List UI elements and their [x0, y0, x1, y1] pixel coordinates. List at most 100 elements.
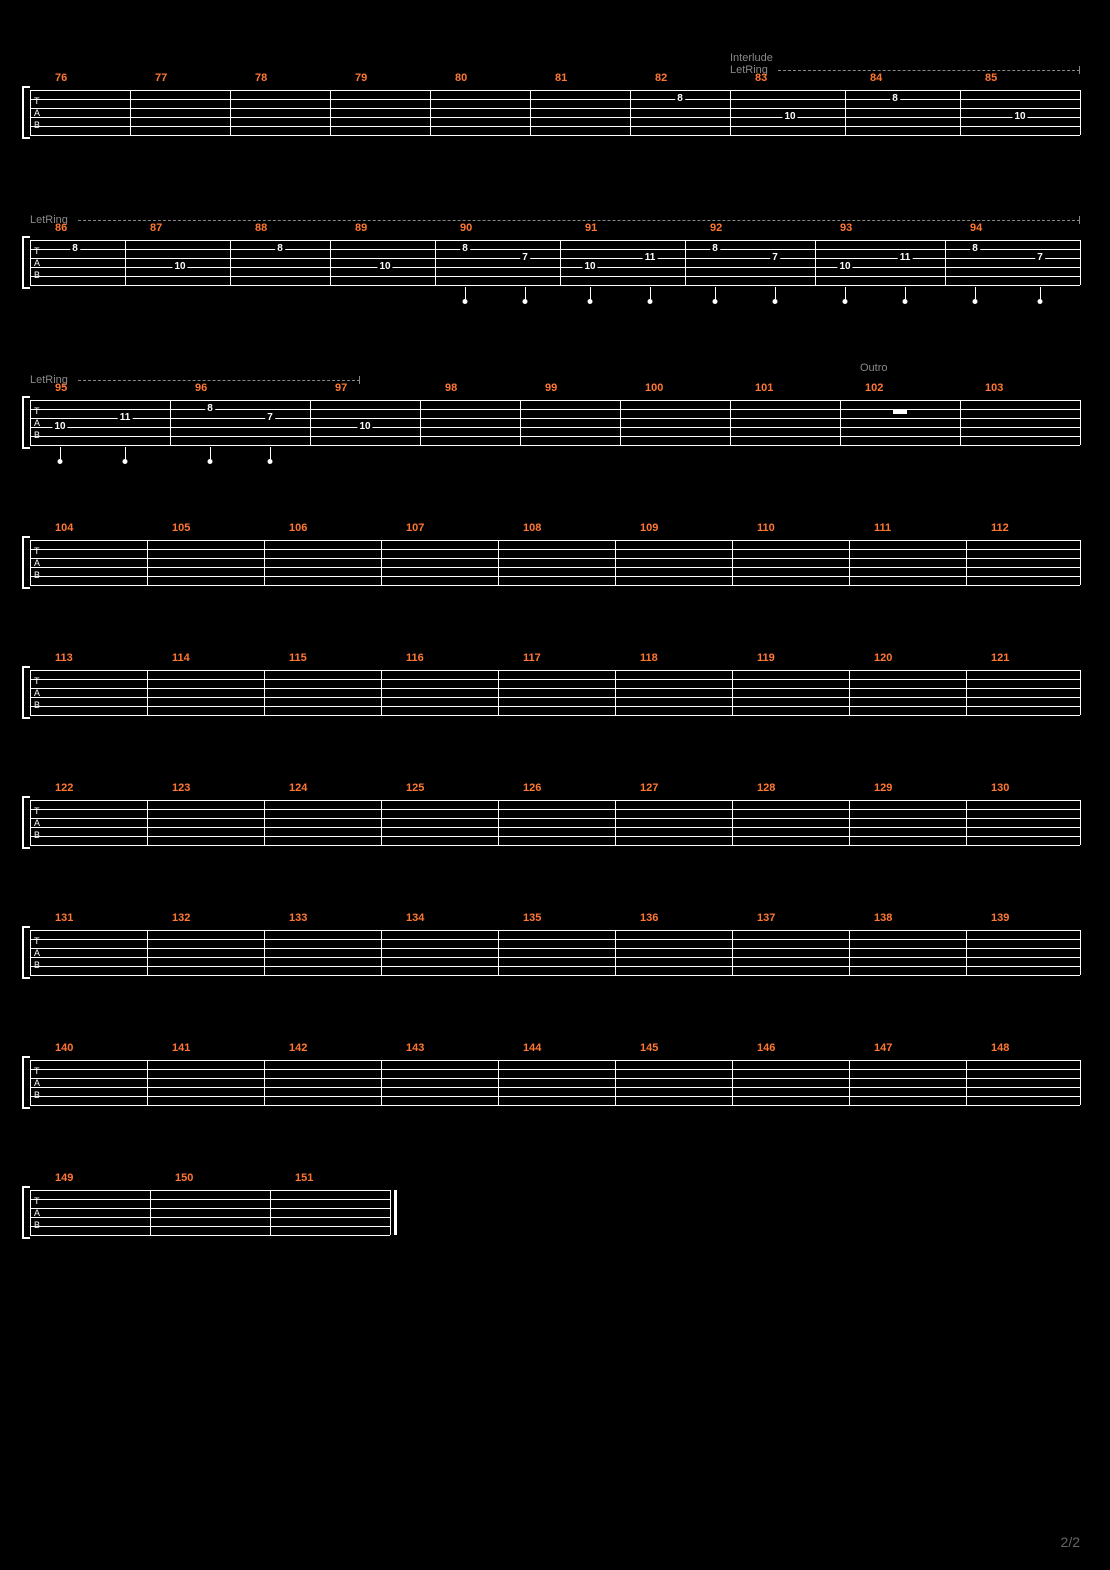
tab-string-line: [30, 400, 1080, 401]
tab-string-line: [30, 697, 1080, 698]
barline: [430, 90, 431, 135]
tab-string-line: [30, 939, 1080, 940]
tab-string-line: [30, 135, 1080, 136]
tab-string-line: [30, 276, 1080, 277]
measure-number: 130: [991, 782, 1009, 794]
tab-clef-letter: T: [34, 406, 40, 416]
measure-number: 132: [172, 912, 190, 924]
measure-number: 149: [55, 1172, 73, 1184]
barline: [845, 90, 846, 135]
measure-number: 105: [172, 522, 190, 534]
tab-clef-letter: A: [34, 688, 40, 698]
tab-clef-letter: B: [34, 430, 40, 440]
beat-marker: [588, 299, 593, 304]
measure-number: 116: [406, 652, 424, 664]
tab-string-line: [30, 549, 1080, 550]
tab-system: TAB104105106107108109110111112: [30, 540, 1080, 585]
fret-number: 8: [710, 243, 720, 254]
barline: [30, 1060, 31, 1105]
letring-end-tick: [359, 376, 360, 384]
barline: [30, 670, 31, 715]
barline: [615, 540, 616, 585]
barline: [685, 240, 686, 285]
measure-number: 76: [55, 72, 67, 84]
tab-string-line: [30, 126, 1080, 127]
measure-number: 97: [335, 382, 347, 394]
tab-clef-letter: T: [34, 246, 40, 256]
fret-number: 11: [898, 252, 913, 263]
measure-number: 145: [640, 1042, 658, 1054]
measure-number: 91: [585, 222, 597, 234]
barline: [615, 1060, 616, 1105]
barline: [264, 1060, 265, 1105]
tab-clef-letter: B: [34, 960, 40, 970]
barline: [264, 670, 265, 715]
system-start-bracket: [22, 1056, 30, 1109]
beat-marker: [843, 299, 848, 304]
barline: [966, 670, 967, 715]
beat-marker: [648, 299, 653, 304]
measure-number: 85: [985, 72, 997, 84]
measure-number: 139: [991, 912, 1009, 924]
measure-number: 126: [523, 782, 541, 794]
measure-number: 146: [757, 1042, 775, 1054]
measure-number: 144: [523, 1042, 541, 1054]
letring-end-tick: [1079, 216, 1080, 224]
fret-number: 8: [970, 243, 980, 254]
barline: [730, 90, 731, 135]
beat-marker: [773, 299, 778, 304]
tab-string-line: [30, 1105, 1080, 1106]
tab-string-line: [30, 99, 1080, 100]
barline: [270, 1190, 271, 1235]
measure-number: 140: [55, 1042, 73, 1054]
tab-clef-letter: B: [34, 270, 40, 280]
measure-number: 88: [255, 222, 267, 234]
fret-number: 11: [643, 252, 658, 263]
tab-clef-letter: A: [34, 1078, 40, 1088]
fret-number: 8: [890, 93, 900, 104]
barline: [730, 400, 731, 445]
barline: [381, 800, 382, 845]
measure-number: 92: [710, 222, 722, 234]
letring-dash-line: [778, 70, 1080, 71]
barline: [381, 930, 382, 975]
measure-number: 104: [55, 522, 73, 534]
measure-number: 90: [460, 222, 472, 234]
measure-number: 113: [55, 652, 73, 664]
barline: [147, 1060, 148, 1105]
barline: [849, 1060, 850, 1105]
measure-number: 94: [970, 222, 982, 234]
barline: [966, 800, 967, 845]
tab-string-line: [30, 818, 1080, 819]
tab-string-line: [30, 845, 1080, 846]
beat-stem: [650, 287, 651, 299]
system-start-bracket: [22, 236, 30, 289]
measure-number: 123: [172, 782, 190, 794]
tab-string-line: [30, 1208, 390, 1209]
barline: [230, 240, 231, 285]
beat-marker: [268, 459, 273, 464]
measure-number: 103: [985, 382, 1003, 394]
tab-system: TAB122123124125126127128129130: [30, 800, 1080, 845]
tab-clef-letter: A: [34, 818, 40, 828]
measure-number: 122: [55, 782, 73, 794]
tab-string-line: [30, 800, 1080, 801]
tab-clef-letter: B: [34, 830, 40, 840]
tab-clef-letter: B: [34, 570, 40, 580]
measure-number: 129: [874, 782, 892, 794]
beat-stem: [905, 287, 906, 299]
measure-number: 89: [355, 222, 367, 234]
measure-number: 99: [545, 382, 557, 394]
beat-stem: [1040, 287, 1041, 299]
tab-string-line: [30, 285, 1080, 286]
barline: [1080, 670, 1081, 715]
measure-number: 95: [55, 382, 67, 394]
tab-clef-letter: T: [34, 546, 40, 556]
tab-clef-letter: B: [34, 120, 40, 130]
measure-number: 120: [874, 652, 892, 664]
fret-number: 8: [70, 243, 80, 254]
beat-marker: [523, 299, 528, 304]
barline: [130, 90, 131, 135]
barline: [498, 540, 499, 585]
barline: [960, 90, 961, 135]
